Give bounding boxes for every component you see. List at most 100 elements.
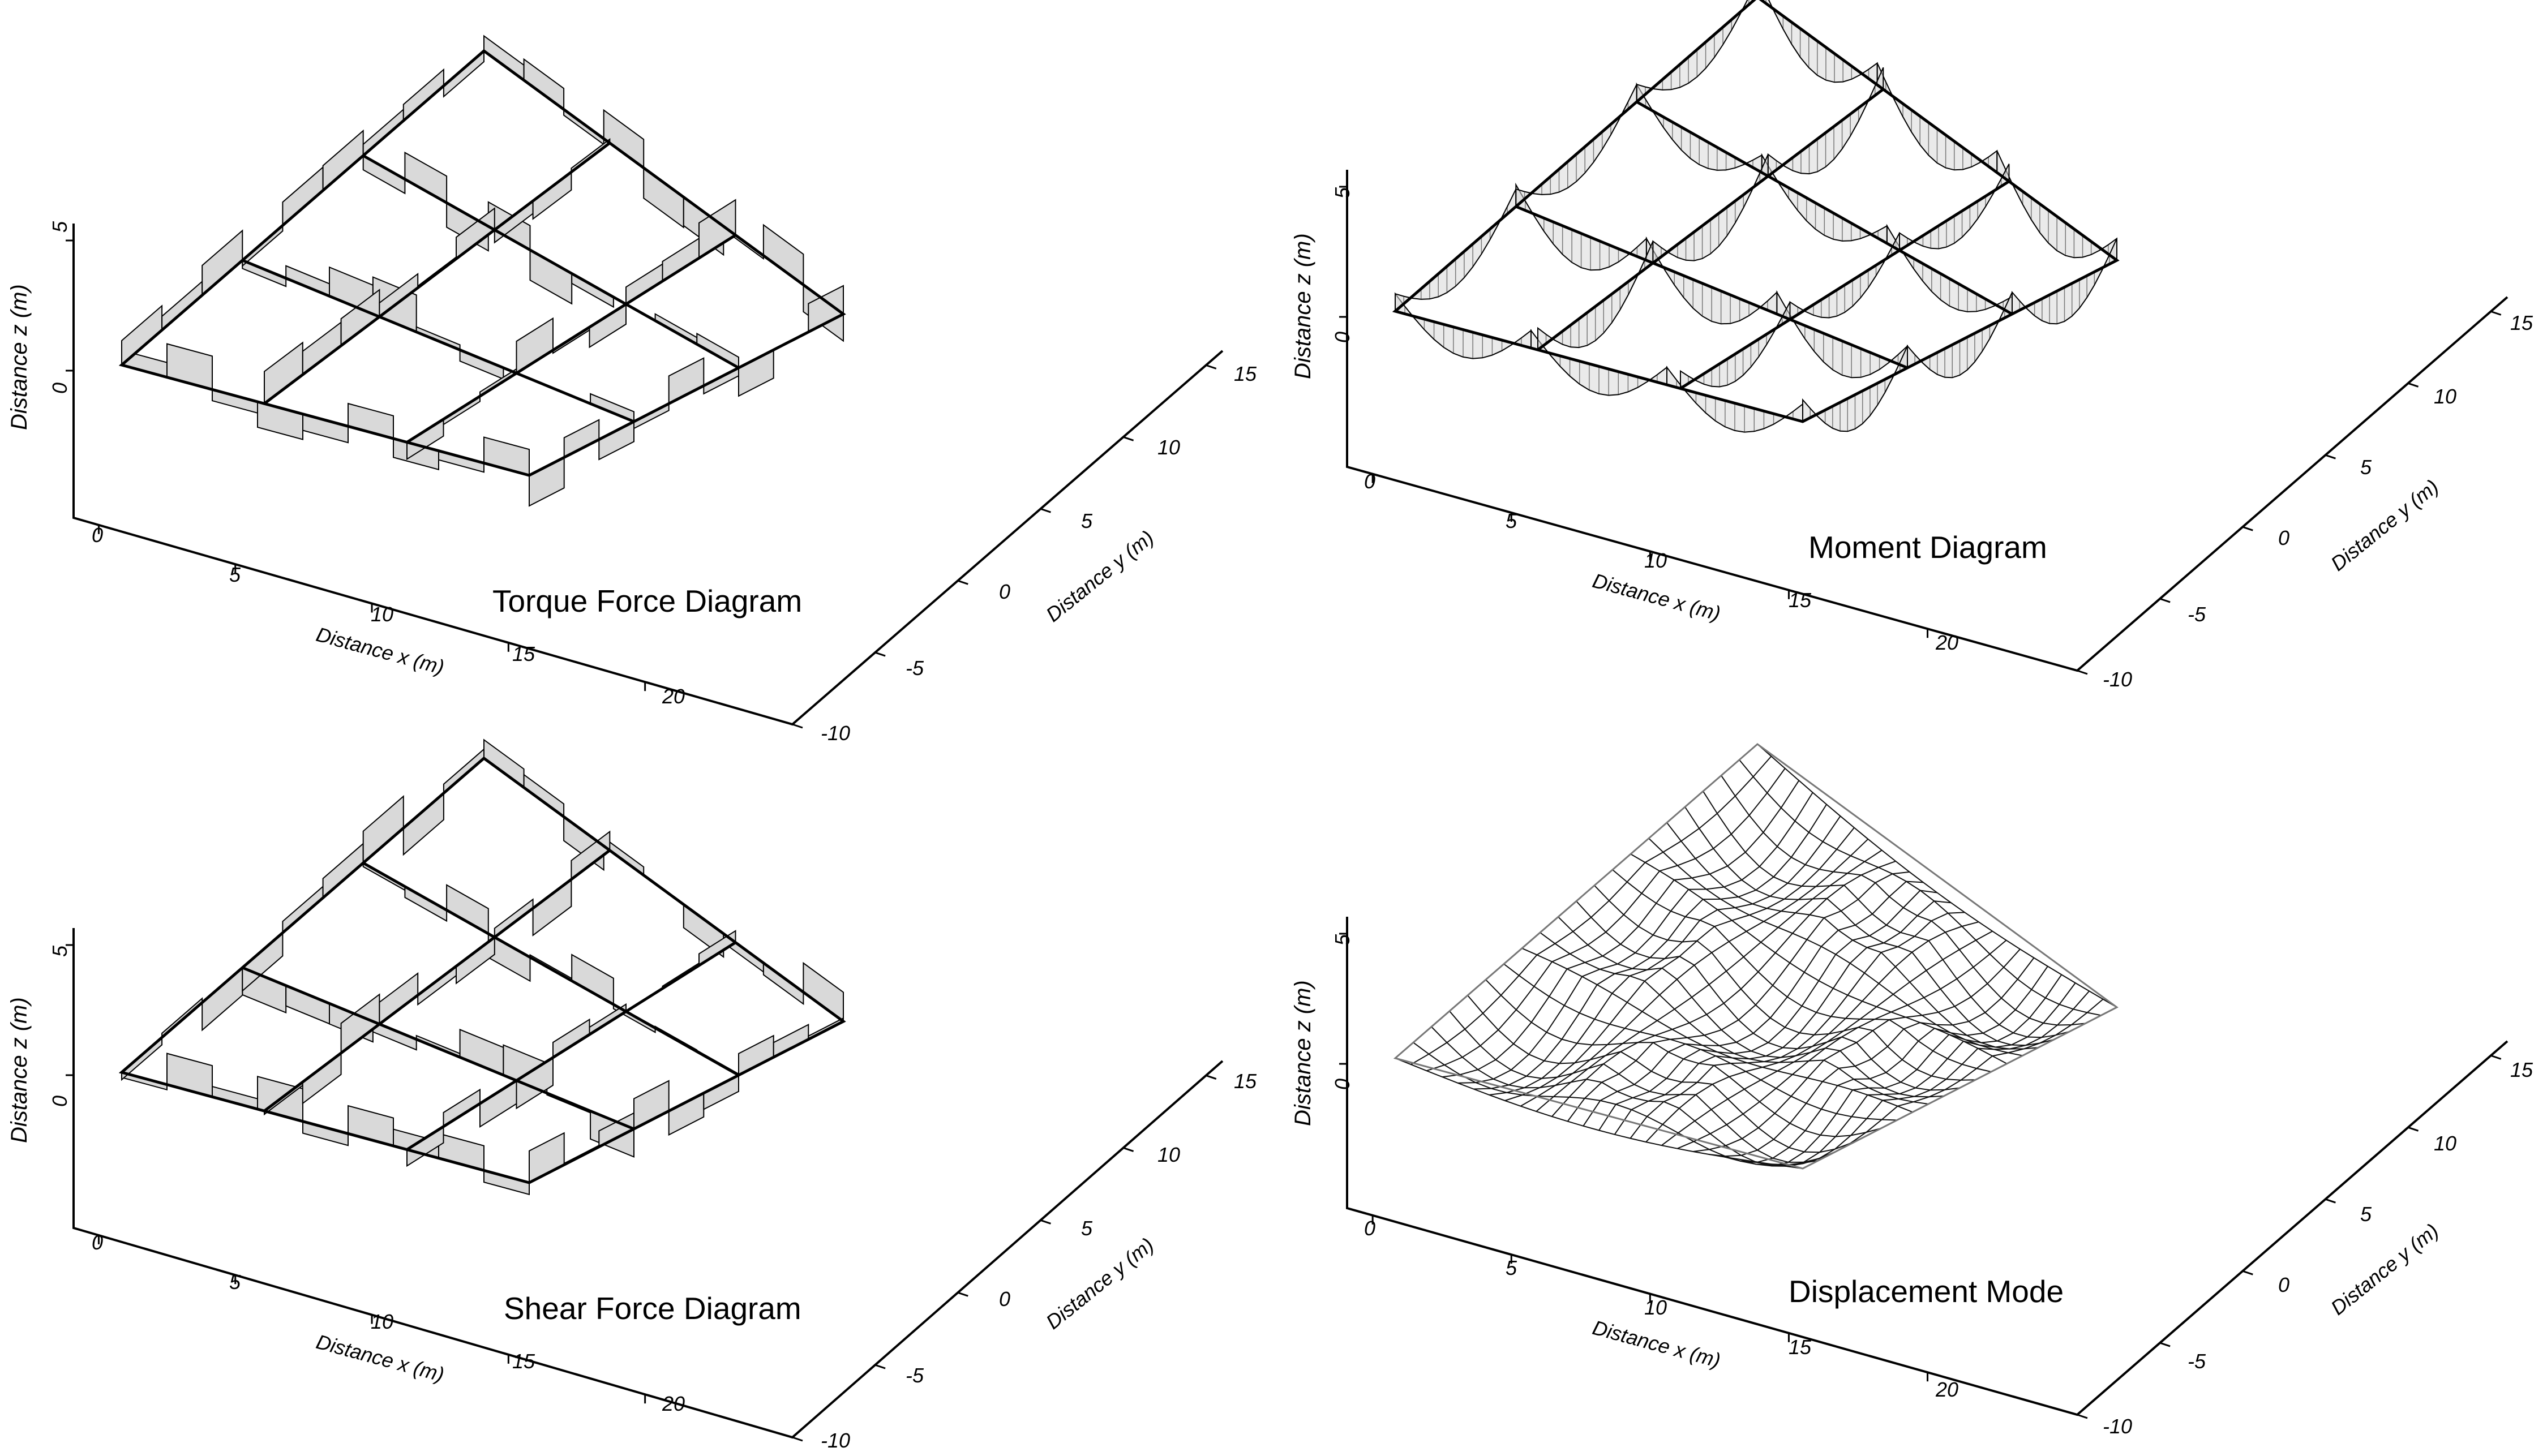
- mesh-line: [1645, 921, 1979, 1143]
- y-tick-m5: -5: [2188, 1350, 2206, 1373]
- y-tick-mark: [2325, 1198, 2336, 1204]
- mesh-line: [1739, 974, 2063, 1167]
- panel-title: Displacement Mode: [1789, 1274, 2064, 1309]
- y-tick-mark: [1206, 1075, 1217, 1080]
- displacement-panel: Displacement Mode Distance z (m) Distanc…: [1273, 724, 2547, 1454]
- force-bar: [529, 248, 573, 305]
- x-tick-20: 20: [1936, 1378, 1959, 1401]
- y-tick-mark: [2490, 310, 2502, 316]
- mesh-line: [1485, 979, 1882, 1137]
- x-tick-10: 10: [1644, 1296, 1667, 1319]
- mesh-line: [1771, 990, 2090, 1166]
- z-tick-0: 0: [48, 382, 72, 394]
- mesh-line: [1648, 837, 2023, 1056]
- force-bar: [643, 166, 684, 229]
- mesh-line: [1612, 869, 1992, 1072]
- force-bar: [446, 884, 489, 935]
- y-tick-10: 10: [2434, 385, 2457, 408]
- x-tick-10: 10: [1644, 549, 1667, 572]
- y-tick-mark: [1206, 364, 1217, 370]
- mesh-line: [1757, 744, 2117, 1008]
- mesh-line: [1721, 775, 2086, 1026]
- y-tick-m10: -10: [821, 1429, 851, 1452]
- axis-frame: [1346, 917, 2509, 1416]
- z-tick-5: 5: [48, 945, 72, 957]
- mesh-line: [1449, 1011, 1850, 1163]
- beam-line: [263, 849, 611, 1113]
- y-tick-0: 0: [2278, 1273, 2290, 1296]
- panel-title: Moment Diagram: [1808, 530, 2047, 565]
- force-bar: [563, 419, 600, 458]
- beam-line: [1537, 88, 1884, 351]
- force-bar: [598, 420, 634, 461]
- force-bar: [340, 993, 380, 1054]
- force-bar: [633, 1080, 670, 1130]
- undeformed-outline: [1393, 743, 2119, 1170]
- mesh-line: [1703, 791, 2070, 1038]
- mesh-line: [1558, 916, 1944, 1098]
- force-bar: [479, 1079, 517, 1128]
- beam-line: [242, 966, 634, 1131]
- mesh-line: [1576, 900, 1960, 1091]
- y-tick-0: 0: [999, 580, 1011, 603]
- force-bar: [404, 885, 448, 922]
- mesh-line: [1739, 759, 2102, 1016]
- y-tick-15: 15: [2510, 1058, 2533, 1081]
- z-tick-0: 0: [1331, 331, 1354, 343]
- mesh-line: [1630, 853, 2008, 1064]
- y-tick-m5: -5: [906, 1364, 924, 1387]
- panel-title: Shear Force Diagram: [504, 1291, 801, 1326]
- x-tick-20: 20: [662, 685, 685, 708]
- force-bar: [402, 68, 444, 122]
- mesh-line: [1594, 885, 1976, 1081]
- y-tick-m10: -10: [821, 721, 851, 745]
- z-axis-label: Distance z (m): [1290, 233, 1315, 379]
- moment-curve: [1767, 67, 1884, 178]
- y-tick-5: 5: [2360, 456, 2372, 479]
- y-tick-mark: [792, 1436, 803, 1442]
- x-tick-0: 0: [1364, 1217, 1376, 1240]
- force-bar: [264, 341, 303, 405]
- y-tick-mark: [1040, 508, 1051, 513]
- force-bar: [662, 237, 700, 282]
- force-bar: [668, 1092, 705, 1136]
- force-bar: [738, 349, 774, 397]
- moment-panel: Moment Diagram Distance z (m) Distance x…: [1273, 0, 2547, 730]
- z-axis-label: Distance z (m): [7, 997, 32, 1143]
- mesh-line: [1503, 963, 1897, 1121]
- mesh-line: [1693, 948, 2021, 1152]
- mesh-line: [1684, 806, 2055, 1046]
- mesh-line: [1431, 1026, 1834, 1167]
- x-tick-10: 10: [371, 1310, 394, 1333]
- mesh-line: [1413, 1042, 1819, 1166]
- x-tick-5: 5: [229, 1270, 241, 1294]
- shear-force-plot: [66, 738, 1224, 1442]
- z-tick-0: 0: [48, 1095, 72, 1107]
- beam-line: [263, 141, 611, 405]
- y-tick-mark: [1123, 436, 1134, 441]
- force-bar: [285, 985, 330, 1025]
- torque-force-plot: [66, 35, 1224, 729]
- x-tick-10: 10: [371, 603, 394, 626]
- force-bar: [589, 303, 627, 349]
- x-tick-20: 20: [1936, 631, 1959, 654]
- moment-curve: [1515, 84, 1637, 208]
- y-tick-m10: -10: [2103, 668, 2133, 691]
- x-tick-15: 15: [512, 642, 535, 665]
- x-tick-15: 15: [1789, 589, 1812, 612]
- beam-line: [406, 234, 736, 444]
- force-bar: [404, 151, 448, 204]
- beam-line: [406, 941, 736, 1151]
- x-tick-5: 5: [1506, 1256, 1517, 1279]
- moment-curve: [1789, 233, 1900, 321]
- beam-line: [1636, 100, 2013, 316]
- force-bar: [483, 35, 525, 81]
- mesh-line: [1630, 912, 1965, 1139]
- y-tick-0: 0: [999, 1287, 1011, 1311]
- force-bar: [703, 1074, 739, 1111]
- force-bar: [483, 1169, 530, 1196]
- moment-curve: [1636, 82, 1763, 174]
- y-tick-mark: [2242, 1270, 2253, 1275]
- z-tick-5: 5: [1331, 187, 1354, 199]
- force-bar: [201, 229, 243, 297]
